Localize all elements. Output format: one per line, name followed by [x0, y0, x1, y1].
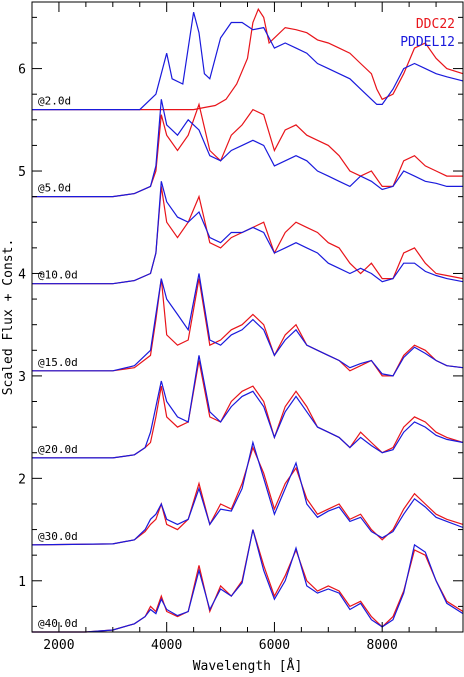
legend-label-ddc22: DDC22 [416, 17, 455, 32]
series-line-ddc22-panel-2 [32, 186, 464, 285]
series-line-pddel12-panel-4 [32, 355, 464, 459]
epoch-label: @5.0d [38, 182, 71, 195]
series-line-pddel12-panel-6 [32, 529, 464, 633]
series-line-ddc22-panel-0 [32, 7, 464, 111]
epoch-label: @15.0d [38, 356, 78, 369]
plot-frame [31, 1, 464, 633]
legend-label-pddel12: PDDEL12 [400, 35, 455, 50]
epoch-label: @30.0d [38, 530, 78, 543]
series-line-ddc22-panel-1 [32, 102, 463, 198]
y-tick-label: 1 [18, 575, 26, 590]
epoch-label-layer: @2.0d @5.0d @10.0d @15.0d @20.0d @30.0d @40.0d [38, 95, 78, 630]
series-line-pddel12-panel-1 [32, 99, 463, 198]
x-tick-label: 2000 [43, 638, 74, 653]
x-tick-label: 6000 [259, 638, 290, 653]
y-axis-label: Scaled Flux + Const. [1, 239, 16, 396]
y-tick-label: 3 [18, 370, 26, 385]
x-axis-label: Wavelength [Å] [193, 658, 303, 674]
series-layer [31, 7, 464, 633]
series-line-pddel12-panel-3 [32, 273, 464, 377]
series-line-pddel12-panel-0 [32, 12, 464, 111]
series-line-pddel12-panel-2 [32, 181, 464, 285]
epoch-label: @40.0d [38, 617, 78, 630]
x-tick-label: 8000 [367, 638, 398, 653]
epoch-label: @20.0d [38, 443, 78, 456]
y-tick-label: 4 [18, 267, 26, 282]
y-tick-label: 6 [18, 63, 26, 78]
series-line-ddc22-panel-6 [32, 529, 464, 633]
epoch-label: @10.0d [38, 269, 78, 282]
y-tick-label: 5 [18, 165, 26, 180]
y-tick-label: 2 [18, 472, 26, 487]
series-line-pddel12-panel-5 [31, 440, 464, 546]
epoch-label: @2.0d [38, 95, 71, 108]
tick-layer: 2000 4000 6000 8000 1 2 3 4 5 6 [18, 2, 464, 653]
x-tick-label: 4000 [151, 638, 182, 653]
series-line-ddc22-panel-5 [31, 445, 464, 546]
